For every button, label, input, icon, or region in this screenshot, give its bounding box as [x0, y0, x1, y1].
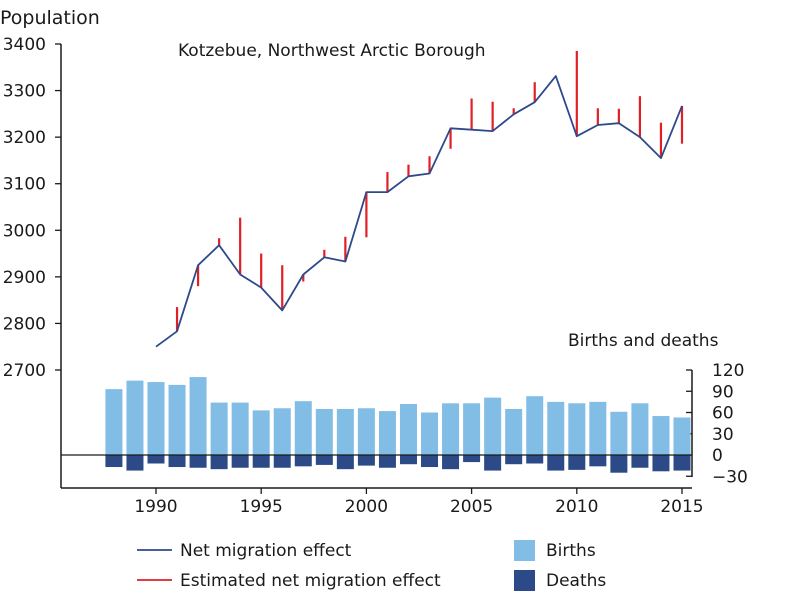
births-bar [126, 380, 144, 455]
births-bar [442, 403, 460, 455]
deaths-bar [273, 455, 291, 468]
deaths-bar [652, 455, 670, 472]
population-tick-label: 3100 [3, 175, 46, 195]
x-tick-label: 1995 [240, 497, 283, 517]
population-tick-label: 3400 [3, 35, 46, 55]
deaths-bar [315, 455, 333, 465]
births-bar [547, 401, 565, 455]
legend: Net migration effect Estimated net migra… [137, 540, 606, 591]
births-bar [252, 410, 270, 455]
deaths-bar [589, 455, 607, 467]
births-bar [378, 411, 396, 455]
net-migration-line [155, 75, 683, 348]
births-bar [147, 382, 165, 455]
legend-net-migration-label: Net migration effect [180, 541, 352, 561]
deaths-bar [336, 455, 354, 470]
population-tick-label: 2800 [3, 314, 46, 334]
x-axis-ticks: 1990 1995 2000 2005 2010 2015 [134, 488, 704, 517]
births-bar [168, 384, 186, 455]
deaths-bar [168, 455, 186, 468]
deaths-bar [673, 455, 691, 471]
deaths-bar [231, 455, 249, 468]
estimated-net-migration-segments [175, 50, 684, 332]
deaths-bar [568, 455, 586, 470]
births-bar [631, 403, 649, 455]
births-bar [357, 408, 375, 455]
deaths-bar [357, 455, 375, 466]
births-deaths-title: Births and deaths [568, 331, 719, 351]
births-bar [421, 412, 439, 455]
births-deaths-tick-label: 60 [712, 404, 734, 424]
births-deaths-tick-label: 0 [712, 446, 723, 466]
legend-deaths-label: Deaths [546, 571, 606, 591]
births-bar [105, 389, 123, 455]
births-deaths-tick-label: 120 [712, 361, 744, 381]
deaths-bar [547, 455, 565, 471]
births-bar [526, 396, 544, 455]
deaths-bar [252, 455, 270, 468]
deaths-bar [610, 455, 628, 473]
x-tick-label: 2010 [555, 497, 598, 517]
births-bar [463, 403, 481, 455]
x-tick-label: 2005 [450, 497, 493, 517]
legend-births-label: Births [546, 541, 596, 561]
births-bar [210, 402, 228, 455]
births-bar [399, 404, 417, 455]
births-deaths-tick-label: 90 [712, 382, 734, 402]
population-tick-label: 3300 [3, 82, 46, 102]
deaths-bar [484, 455, 502, 471]
deaths-bar [442, 455, 460, 470]
births-deaths-bars [105, 377, 691, 473]
births-deaths-tick-label: 30 [712, 425, 734, 445]
deaths-bar [631, 455, 649, 468]
births-bar [484, 397, 502, 455]
legend-estimated-label: Estimated net migration effect [180, 571, 441, 591]
births-bar [568, 403, 586, 455]
births-bar [315, 408, 333, 455]
births-bar [505, 408, 523, 455]
deaths-bar [505, 455, 523, 465]
x-tick-label: 2000 [345, 497, 388, 517]
population-tick-label: 2700 [3, 361, 46, 381]
deaths-bar [210, 455, 228, 470]
x-tick-label: 2015 [660, 497, 703, 517]
legend-deaths-swatch [514, 570, 535, 591]
births-bar [231, 402, 249, 455]
deaths-bar [526, 455, 544, 464]
deaths-bar [421, 455, 439, 468]
births-bar [336, 408, 354, 455]
population-tick-label: 3200 [3, 128, 46, 148]
deaths-bar [105, 455, 123, 468]
births-bar [652, 416, 670, 455]
births-bar [273, 408, 291, 455]
deaths-bar [147, 455, 165, 464]
population-axis-label: Population [0, 7, 100, 29]
births-bar [589, 401, 607, 455]
deaths-bar [463, 455, 481, 463]
births-bar [673, 417, 691, 455]
births-bar [610, 411, 628, 455]
deaths-bar [126, 455, 144, 471]
population-tick-label: 2900 [3, 268, 46, 288]
chart-title: Kotzebue, Northwest Arctic Borough [178, 41, 486, 61]
births-bar [189, 377, 207, 455]
x-tick-label: 1990 [134, 497, 177, 517]
legend-births-swatch [514, 540, 535, 561]
deaths-bar [378, 455, 396, 468]
births-bar [294, 401, 312, 455]
population-y-ticks: 2700 2800 2900 3000 3100 3200 3300 3400 [3, 35, 61, 381]
deaths-bar [294, 455, 312, 467]
deaths-bar [399, 455, 417, 465]
population-tick-label: 3000 [3, 221, 46, 241]
deaths-bar [189, 455, 207, 468]
births-deaths-tick-label: −30 [712, 467, 748, 487]
